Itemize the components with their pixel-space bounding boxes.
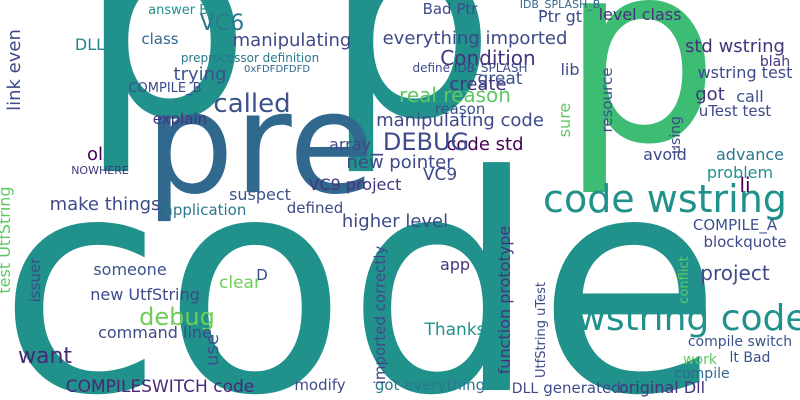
word: answer Boris <box>148 3 232 18</box>
word: preprocessor definition <box>181 51 319 65</box>
word: NOWHERE <box>71 164 129 177</box>
word: define IDB_SPLASH <box>412 61 527 75</box>
word: array <box>329 135 371 154</box>
word: debug <box>139 303 215 331</box>
word: code std <box>447 134 524 155</box>
word: called <box>213 89 290 119</box>
word: lib <box>560 60 579 79</box>
word: command line <box>98 323 212 342</box>
word: class <box>141 30 178 48</box>
word: p <box>79 0 250 179</box>
word: work <box>683 352 718 368</box>
word: got everything <box>375 376 485 394</box>
word: generated <box>543 379 620 397</box>
word: pre <box>145 63 374 226</box>
word: compile <box>674 366 729 382</box>
word: blockquote <box>703 233 786 251</box>
word: reason <box>435 100 486 118</box>
word: Thanks <box>423 320 485 340</box>
word: Bad Ptr <box>423 0 479 18</box>
word: using <box>668 116 684 154</box>
word: IDB_SPLASH_B <box>520 0 601 11</box>
word: blah <box>760 54 790 70</box>
word: sure <box>555 103 574 138</box>
word: issuer <box>26 257 44 303</box>
word: ol <box>87 144 103 165</box>
word: modify <box>294 376 345 394</box>
word: uTest test <box>699 102 772 120</box>
word: li <box>739 173 750 197</box>
word: new pointer <box>346 152 454 173</box>
word: defined <box>287 199 343 217</box>
word: DLL <box>512 381 539 397</box>
word: compile switch <box>688 334 792 350</box>
word: p <box>561 0 720 199</box>
word: higher level <box>342 211 448 232</box>
word: COMPILE_B <box>128 81 201 96</box>
word: code wstring <box>543 177 787 221</box>
word: application <box>164 201 247 219</box>
word: level class <box>599 5 682 24</box>
word: Condition <box>440 46 535 70</box>
word: VC6 <box>200 11 244 36</box>
word: wstring test <box>698 63 793 82</box>
word: _DEBUG <box>370 128 469 156</box>
word: clear <box>219 273 261 293</box>
word: want <box>18 344 72 369</box>
word: DLL <box>75 35 105 54</box>
word: manipulating <box>233 30 352 51</box>
word: p <box>324 0 495 179</box>
word: code <box>0 112 722 400</box>
word: VC9 <box>423 165 457 185</box>
word: VC9 project <box>309 175 402 194</box>
word: original Dll <box>619 378 705 397</box>
word: resource <box>598 68 616 133</box>
word: 0xFDFDFDFD <box>244 64 310 75</box>
word: D <box>256 266 268 284</box>
word: new UtfString <box>90 285 200 304</box>
word: create <box>449 74 506 95</box>
word: UtfString uTest <box>534 282 549 378</box>
word: std wstring <box>685 36 785 57</box>
word: suspect <box>229 185 291 204</box>
word: Ptr gt <box>538 7 582 26</box>
word: use <box>202 334 223 366</box>
word: make things <box>50 194 161 215</box>
word: advance <box>716 145 784 164</box>
word: got <box>695 84 725 105</box>
word: everything imported <box>383 28 568 49</box>
word: project <box>700 261 770 285</box>
word: imported correctly <box>371 246 389 385</box>
word: manipulating code <box>376 110 544 131</box>
word: COMPILE_A <box>693 216 778 235</box>
word: great <box>478 69 523 89</box>
word: COMPILESWITCH code <box>66 377 254 397</box>
word: lt Bad <box>730 350 771 366</box>
word: someone <box>93 260 166 279</box>
word: real reason <box>399 83 511 107</box>
word: conflict <box>677 256 692 303</box>
word: test UtfString <box>0 186 14 293</box>
word: app <box>440 255 470 274</box>
word: wstring code <box>576 298 800 339</box>
word: call <box>736 87 764 106</box>
word: explain <box>153 110 207 128</box>
word: avoid <box>643 145 687 164</box>
word: trying <box>174 64 227 85</box>
word: link even <box>4 29 25 111</box>
word: function prototype <box>495 226 514 374</box>
word: problem <box>707 163 773 182</box>
